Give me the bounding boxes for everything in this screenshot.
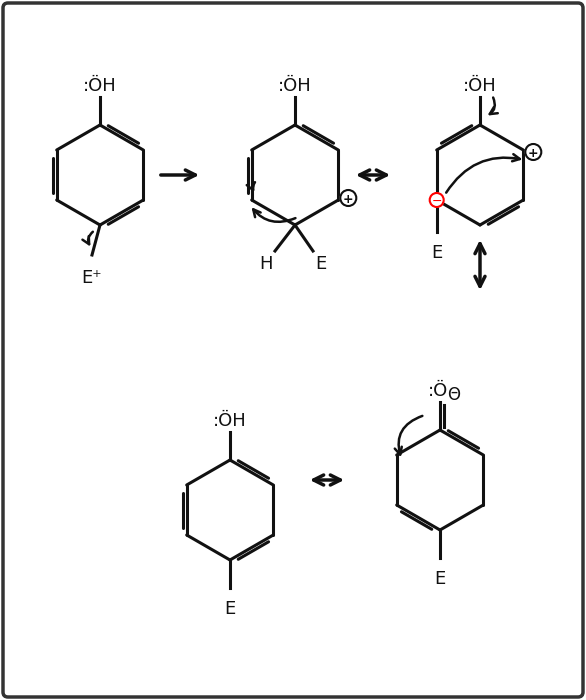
Circle shape [525, 144, 541, 160]
Text: :ÖH: :ÖH [213, 412, 247, 430]
Text: E: E [315, 255, 326, 273]
Circle shape [340, 190, 356, 206]
Text: :ÖH: :ÖH [463, 77, 497, 95]
Text: +: + [343, 193, 353, 206]
Text: +: + [528, 147, 539, 160]
Text: E: E [434, 570, 445, 588]
Text: −: − [431, 195, 442, 208]
FancyBboxPatch shape [3, 3, 583, 697]
Circle shape [430, 193, 444, 207]
Text: :ÖH: :ÖH [278, 77, 312, 95]
Text: Θ: Θ [448, 386, 461, 404]
Text: E: E [431, 244, 442, 262]
Text: E: E [224, 600, 236, 618]
Text: :ÖH: :ÖH [83, 77, 117, 95]
Text: :Ö: :Ö [428, 382, 448, 400]
Text: H: H [260, 255, 273, 273]
Text: E⁺: E⁺ [81, 269, 103, 287]
